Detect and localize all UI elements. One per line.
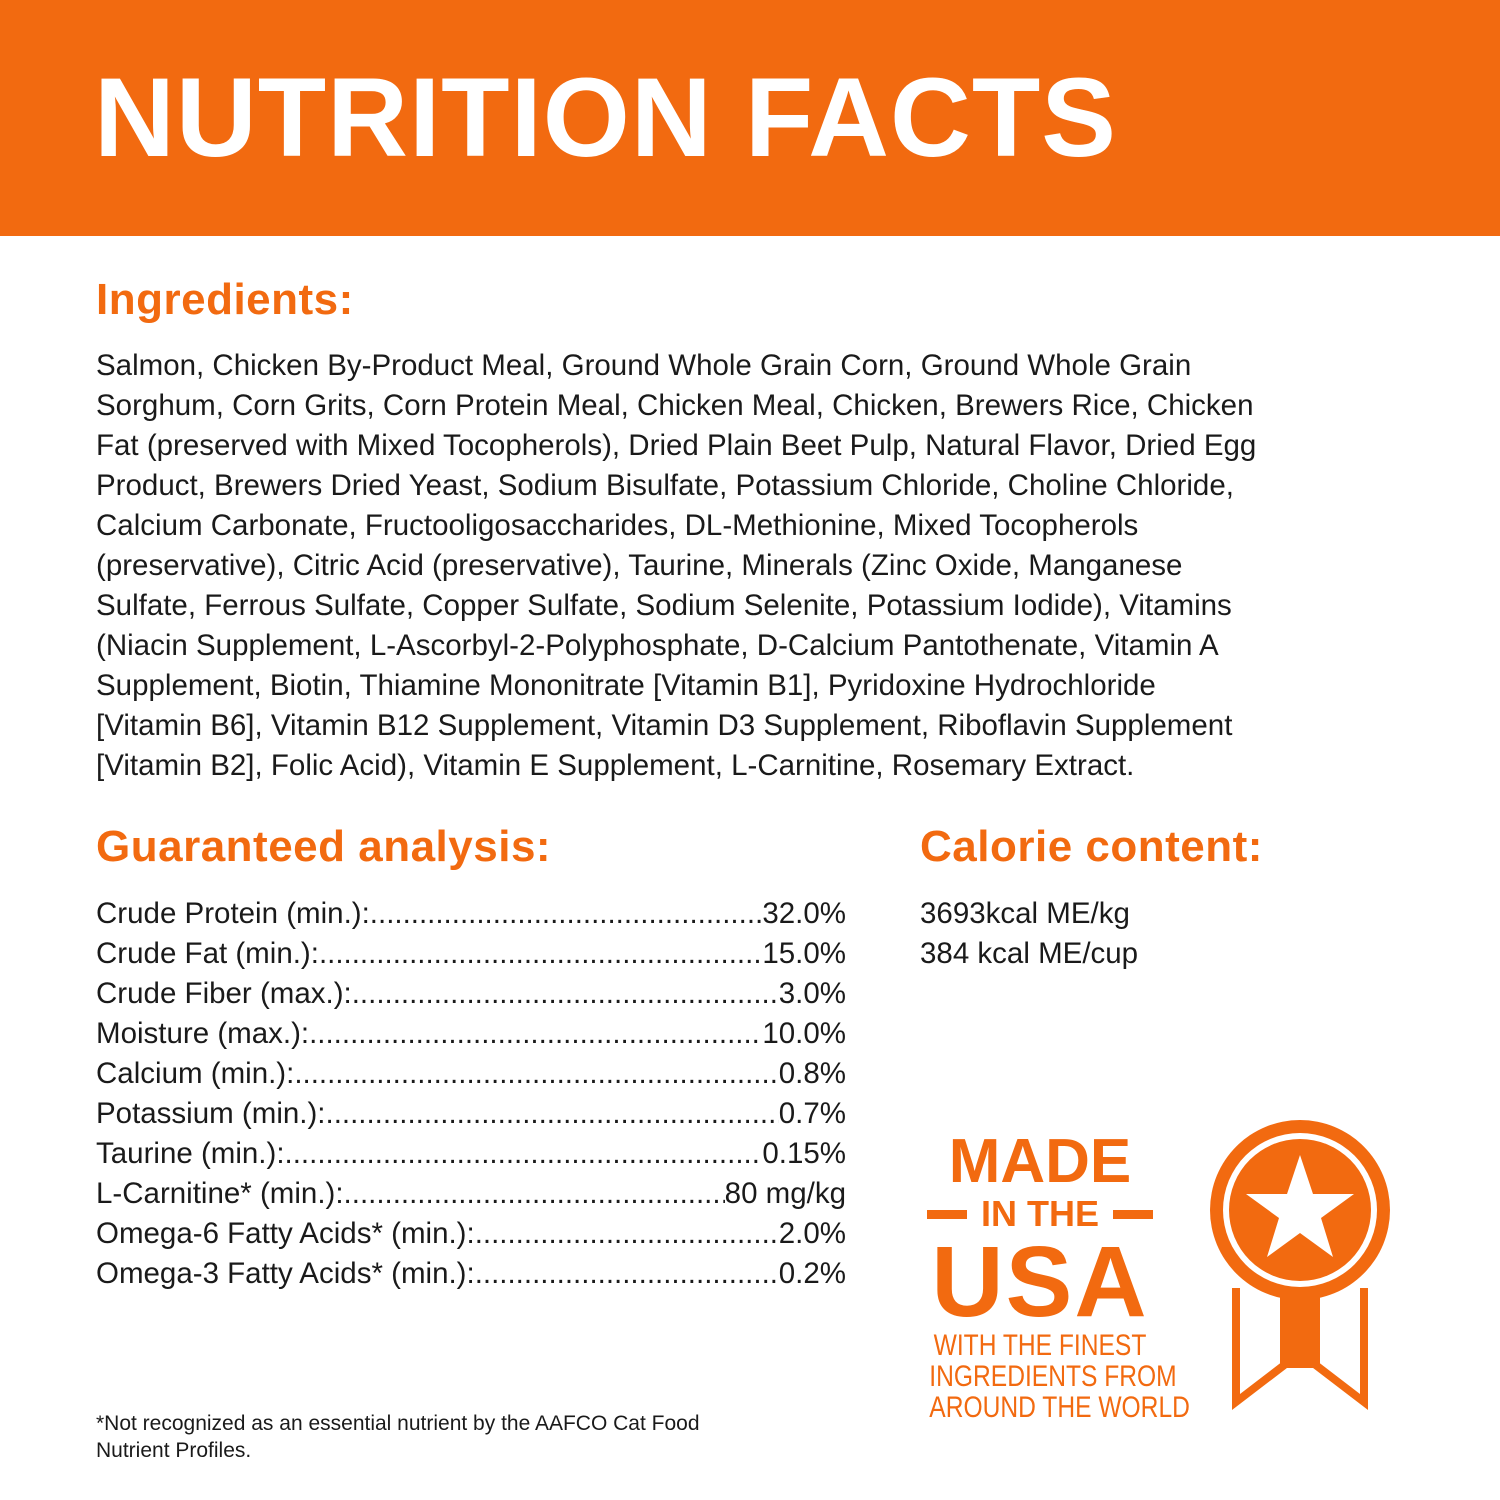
analysis-row: Crude Fiber (max.): 3.0% [96, 974, 846, 1014]
ingredients-line: Supplement, Biotin, Thiamine Mononitrate… [96, 669, 1156, 702]
analysis-row: Calcium (min.): 0.8% [96, 1054, 846, 1094]
analysis-row: Taurine (min.): 0.15% [96, 1134, 846, 1174]
analysis-label: Calcium (min.): [96, 1057, 295, 1090]
logo-made: MADE [948, 1127, 1132, 1196]
analysis-row: Potassium (min.): 0.7% [96, 1094, 846, 1134]
header-banner: NUTRITION FACTS [0, 0, 1500, 236]
analysis-row: Crude Fat (min.): 15.0% [96, 934, 846, 974]
ingredients-line: [Vitamin B2], Folic Acid), Vitamin E Sup… [96, 749, 1135, 782]
analysis-row: Crude Protein (min.): 32.0% [96, 894, 846, 934]
analysis-value: 0.8% [778, 1057, 846, 1090]
ingredients-line: (Niacin Supplement, L-Ascorbyl-2-Polypho… [96, 629, 1219, 662]
analysis-row: Omega-6 Fatty Acids* (min.): 2.0% [96, 1214, 846, 1254]
footnote-line: Nutrient Profiles. [96, 1439, 252, 1462]
dot-leader [475, 1214, 779, 1254]
ingredients-line: Product, Brewers Dried Yeast, Sodium Bis… [96, 469, 1234, 502]
logo-in-the: IN THE [905, 1194, 1175, 1234]
footnote-line: *Not recognized as an essential nutrient… [96, 1412, 700, 1435]
analysis-value: 15.0% [762, 937, 846, 970]
ingredients-list: Salmon, Chicken By-Product Meal, Ground … [96, 346, 1256, 786]
dot-leader [285, 1134, 763, 1174]
dot-leader [326, 1094, 779, 1134]
award-ribbon-star-icon [1205, 1118, 1395, 1423]
analysis-label: Potassium (min.): [96, 1097, 326, 1130]
analysis-row: Moisture (max.): 10.0% [96, 1014, 846, 1054]
ingredients-line: Fat (preserved with Mixed Tocopherols), … [96, 429, 1257, 462]
calorie-per-kg: 3693kcal ME/kg [920, 897, 1130, 930]
analysis-value: 2.0% [778, 1217, 846, 1250]
analysis-value: 0.2% [778, 1257, 846, 1290]
ingredients-line: Sulfate, Ferrous Sulfate, Copper Sulfate… [96, 589, 1232, 622]
made-in-usa-logo: MADE IN THE USA WITH THE FINEST INGREDIE… [905, 1127, 1190, 1424]
logo-tagline: AROUND THE WORLD [929, 1391, 1190, 1424]
analysis-label: Omega-3 Fatty Acids* (min.): [96, 1257, 475, 1290]
logo-tagline: WITH THE FINEST [933, 1329, 1147, 1362]
footnote: *Not recognized as an essential nutrient… [96, 1410, 796, 1464]
ingredients-line: [Vitamin B6], Vitamin B12 Supplement, Vi… [96, 709, 1233, 742]
analysis-value: 0.7% [778, 1097, 846, 1130]
dot-leader [319, 934, 762, 974]
analysis-label: Crude Fiber (max.): [96, 977, 352, 1010]
calorie-content: 3693kcal ME/kg 384 kcal ME/cup [920, 894, 1138, 974]
analysis-heading: Guaranteed analysis: [96, 822, 552, 871]
logo-in-the-text: IN THE [980, 1193, 1099, 1234]
analysis-value: 80 mg/kg [724, 1177, 846, 1210]
analysis-table: Crude Protein (min.): 32.0% Crude Fat (mi… [96, 894, 846, 1294]
analysis-label: Omega-6 Fatty Acids* (min.): [96, 1217, 475, 1250]
ingredients-line: Sorghum, Corn Grits, Corn Protein Meal, … [96, 389, 1254, 422]
analysis-label: L-Carnitine* (min.): [96, 1177, 344, 1210]
ingredients-heading: Ingredients: [96, 275, 354, 324]
analysis-row: Omega-3 Fatty Acids* (min.): 0.2% [96, 1254, 846, 1294]
analysis-label: Moisture (max.): [96, 1017, 310, 1050]
calorie-per-cup: 384 kcal ME/cup [920, 937, 1139, 970]
dot-leader [344, 1174, 725, 1214]
analysis-value: 3.0% [778, 977, 846, 1010]
analysis-value: 10.0% [762, 1017, 846, 1050]
analysis-row: L-Carnitine* (min.): 80 mg/kg [96, 1174, 846, 1214]
ingredients-line: Salmon, Chicken By-Product Meal, Ground … [96, 349, 1192, 382]
dot-leader [370, 894, 763, 934]
analysis-label: Crude Protein (min.): [96, 897, 370, 930]
page-title: NUTRITION FACTS [94, 55, 1117, 180]
dot-leader [309, 1014, 762, 1054]
analysis-value: 0.15% [762, 1137, 846, 1170]
ingredients-line: Calcium Carbonate, Fructooligosaccharide… [96, 509, 1139, 542]
analysis-label: Taurine (min.): [96, 1137, 285, 1170]
ingredients-line: (preservative), Citric Acid (preservativ… [96, 549, 1183, 582]
analysis-value: 32.0% [762, 897, 846, 930]
dot-leader [294, 1054, 778, 1094]
analysis-label: Crude Fat (min.): [96, 937, 319, 970]
logo-usa: USA [931, 1226, 1149, 1338]
calorie-heading: Calorie content: [920, 822, 1263, 871]
logo-tagline: INGREDIENTS FROM [929, 1360, 1177, 1393]
dot-leader [475, 1254, 779, 1294]
dot-leader [352, 974, 779, 1014]
